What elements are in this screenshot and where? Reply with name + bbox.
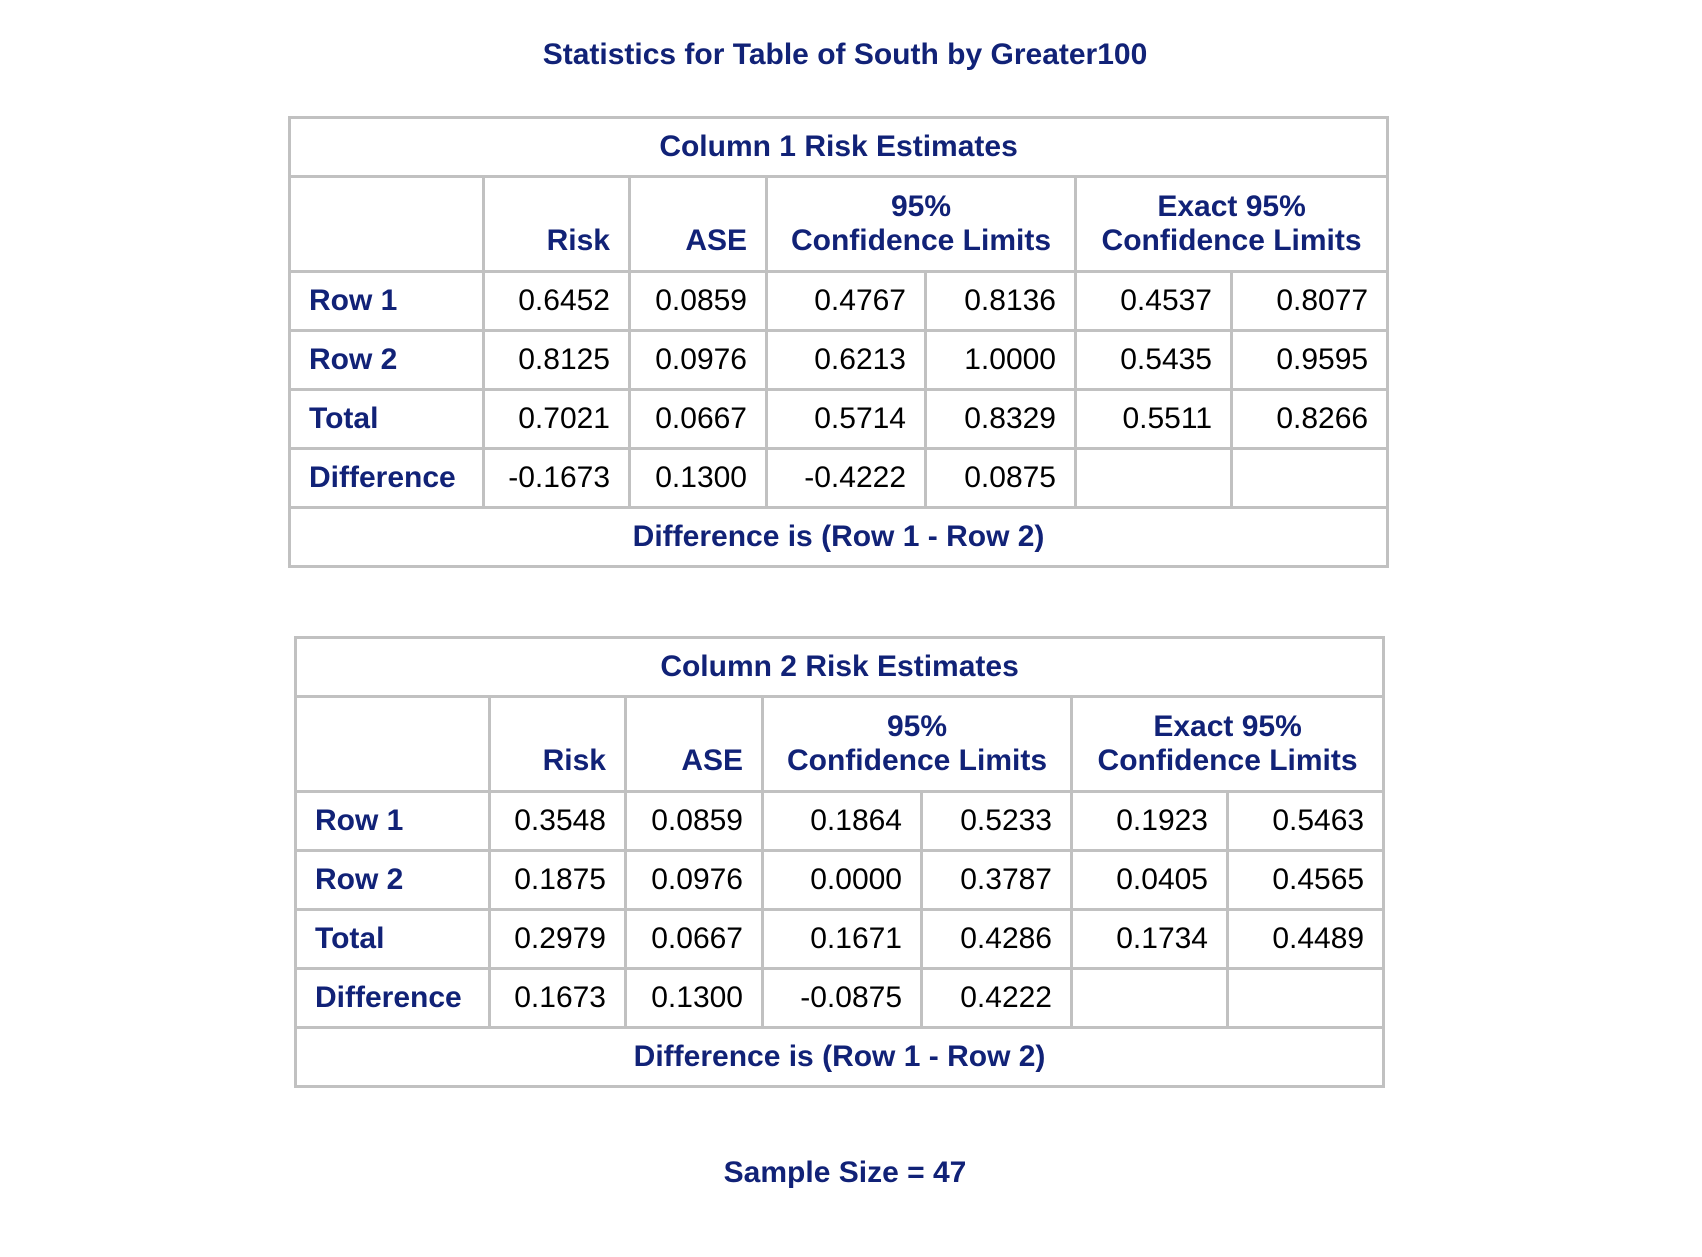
table-row: Total 0.2979 0.0667 0.1671 0.4286 0.1734… — [294, 908, 1386, 970]
cell-exact-upper: 0.8266 — [1229, 388, 1390, 450]
table-footnote: Difference is (Row 1 - Row 2) — [293, 1026, 1386, 1088]
cell-risk: 0.6452 — [482, 270, 631, 332]
cell-cl-upper: 0.4286 — [920, 908, 1073, 970]
cell-risk: 0.7021 — [482, 388, 631, 450]
cell-exact-lower: 0.0405 — [1070, 849, 1229, 911]
cell-exact-lower: 0.1923 — [1070, 790, 1229, 852]
cell-cl-lower: 0.4767 — [765, 270, 927, 332]
row-label: Row 2 — [294, 849, 491, 911]
header-exact-confidence-limits: Exact 95% Confidence Limits — [1069, 695, 1386, 793]
cell-cl-lower: -0.0875 — [761, 967, 923, 1029]
header-cl-bottom: Confidence Limits — [790, 224, 1052, 257]
cell-exact-lower — [1074, 447, 1233, 509]
cell-cl-lower: 0.1864 — [761, 790, 923, 852]
cell-cl-lower: -0.4222 — [765, 447, 927, 509]
cell-risk: 0.3548 — [488, 790, 627, 852]
cell-exact-lower: 0.5435 — [1074, 329, 1233, 391]
cell-ase: 0.0976 — [624, 849, 764, 911]
header-ase: ASE — [624, 695, 764, 793]
table-row: Row 2 0.1875 0.0976 0.0000 0.3787 0.0405… — [294, 849, 1386, 911]
cell-risk: 0.8125 — [482, 329, 631, 391]
cell-exact-lower — [1070, 967, 1229, 1029]
table-footnote: Difference is (Row 1 - Row 2) — [287, 506, 1390, 568]
cell-risk: -0.1673 — [482, 447, 631, 509]
cell-exact-upper: 0.4565 — [1225, 849, 1386, 911]
cell-cl-upper: 0.3787 — [920, 849, 1073, 911]
cell-ase: 0.0859 — [624, 790, 764, 852]
cell-exact-lower: 0.5511 — [1074, 388, 1233, 450]
header-cl-top: 95% — [890, 190, 952, 223]
risk-table-column-2: Column 2 Risk Estimates Risk ASE 95% Con… — [293, 636, 1386, 1088]
header-exact-bottom: Confidence Limits — [1101, 224, 1362, 257]
header-cl-top: 95% — [886, 710, 948, 743]
page-title: Statistics for Table of South by Greater… — [542, 38, 1148, 71]
header-exact-top: Exact 95% — [1153, 710, 1302, 743]
cell-cl-lower: 0.0000 — [761, 849, 923, 911]
cell-cl-lower: 0.1671 — [761, 908, 923, 970]
row-label: Row 2 — [288, 329, 485, 391]
header-exact-bottom: Confidence Limits — [1097, 744, 1358, 777]
table-row: Row 2 0.8125 0.0976 0.6213 1.0000 0.5435… — [288, 329, 1390, 391]
cell-cl-upper: 1.0000 — [924, 329, 1077, 391]
row-label: Row 1 — [288, 270, 485, 332]
header-cl-bottom: Confidence Limits — [786, 744, 1048, 777]
cell-cl-upper: 0.4222 — [920, 967, 1073, 1029]
risk-table-column-1: Column 1 Risk Estimates Risk ASE 95% Con… — [287, 116, 1390, 568]
cell-cl-upper: 0.0875 — [924, 447, 1077, 509]
cell-exact-upper — [1225, 967, 1386, 1029]
cell-ase: 0.0667 — [628, 388, 768, 450]
cell-cl-lower: 0.6213 — [765, 329, 927, 391]
cell-exact-upper: 0.5463 — [1225, 790, 1386, 852]
cell-exact-upper: 0.4489 — [1225, 908, 1386, 970]
header-exact-confidence-limits: Exact 95% Confidence Limits — [1073, 175, 1390, 273]
cell-risk: 0.1673 — [488, 967, 627, 1029]
cell-ase: 0.0859 — [628, 270, 768, 332]
table-row: Difference 0.1673 0.1300 -0.0875 0.4222 — [294, 967, 1386, 1029]
cell-exact-upper: 0.8077 — [1229, 270, 1390, 332]
cell-exact-lower: 0.4537 — [1074, 270, 1233, 332]
header-confidence-limits: 95% Confidence Limits — [765, 175, 1077, 273]
sample-size: Sample Size = 47 — [723, 1156, 967, 1189]
table-row: Row 1 0.6452 0.0859 0.4767 0.8136 0.4537… — [288, 270, 1390, 332]
cell-exact-upper — [1229, 447, 1390, 509]
table-caption: Column 2 Risk Estimates — [293, 636, 1386, 698]
row-label: Total — [294, 908, 491, 970]
cell-cl-upper: 0.8329 — [924, 388, 1077, 450]
cell-cl-upper: 0.5233 — [920, 790, 1073, 852]
cell-ase: 0.1300 — [628, 447, 768, 509]
cell-risk: 0.2979 — [488, 908, 627, 970]
cell-exact-upper: 0.9595 — [1229, 329, 1390, 391]
table-caption: Column 1 Risk Estimates — [287, 116, 1390, 178]
cell-risk: 0.1875 — [488, 849, 627, 911]
row-label: Difference — [294, 967, 491, 1029]
table-row: Row 1 0.3548 0.0859 0.1864 0.5233 0.1923… — [294, 790, 1386, 852]
header-risk: Risk — [488, 695, 627, 793]
cell-ase: 0.0667 — [624, 908, 764, 970]
row-label: Difference — [288, 447, 485, 509]
corner-cell — [288, 175, 485, 273]
row-label: Row 1 — [294, 790, 491, 852]
cell-cl-upper: 0.8136 — [924, 270, 1077, 332]
table-row: Difference -0.1673 0.1300 -0.4222 0.0875 — [288, 447, 1390, 509]
row-label: Total — [288, 388, 485, 450]
cell-ase: 0.0976 — [628, 329, 768, 391]
header-exact-top: Exact 95% — [1157, 190, 1306, 223]
cell-ase: 0.1300 — [624, 967, 764, 1029]
header-confidence-limits: 95% Confidence Limits — [761, 695, 1073, 793]
header-risk: Risk — [482, 175, 631, 273]
cell-cl-lower: 0.5714 — [765, 388, 927, 450]
table-row: Total 0.7021 0.0667 0.5714 0.8329 0.5511… — [288, 388, 1390, 450]
header-ase: ASE — [628, 175, 768, 273]
corner-cell — [294, 695, 491, 793]
cell-exact-lower: 0.1734 — [1070, 908, 1229, 970]
